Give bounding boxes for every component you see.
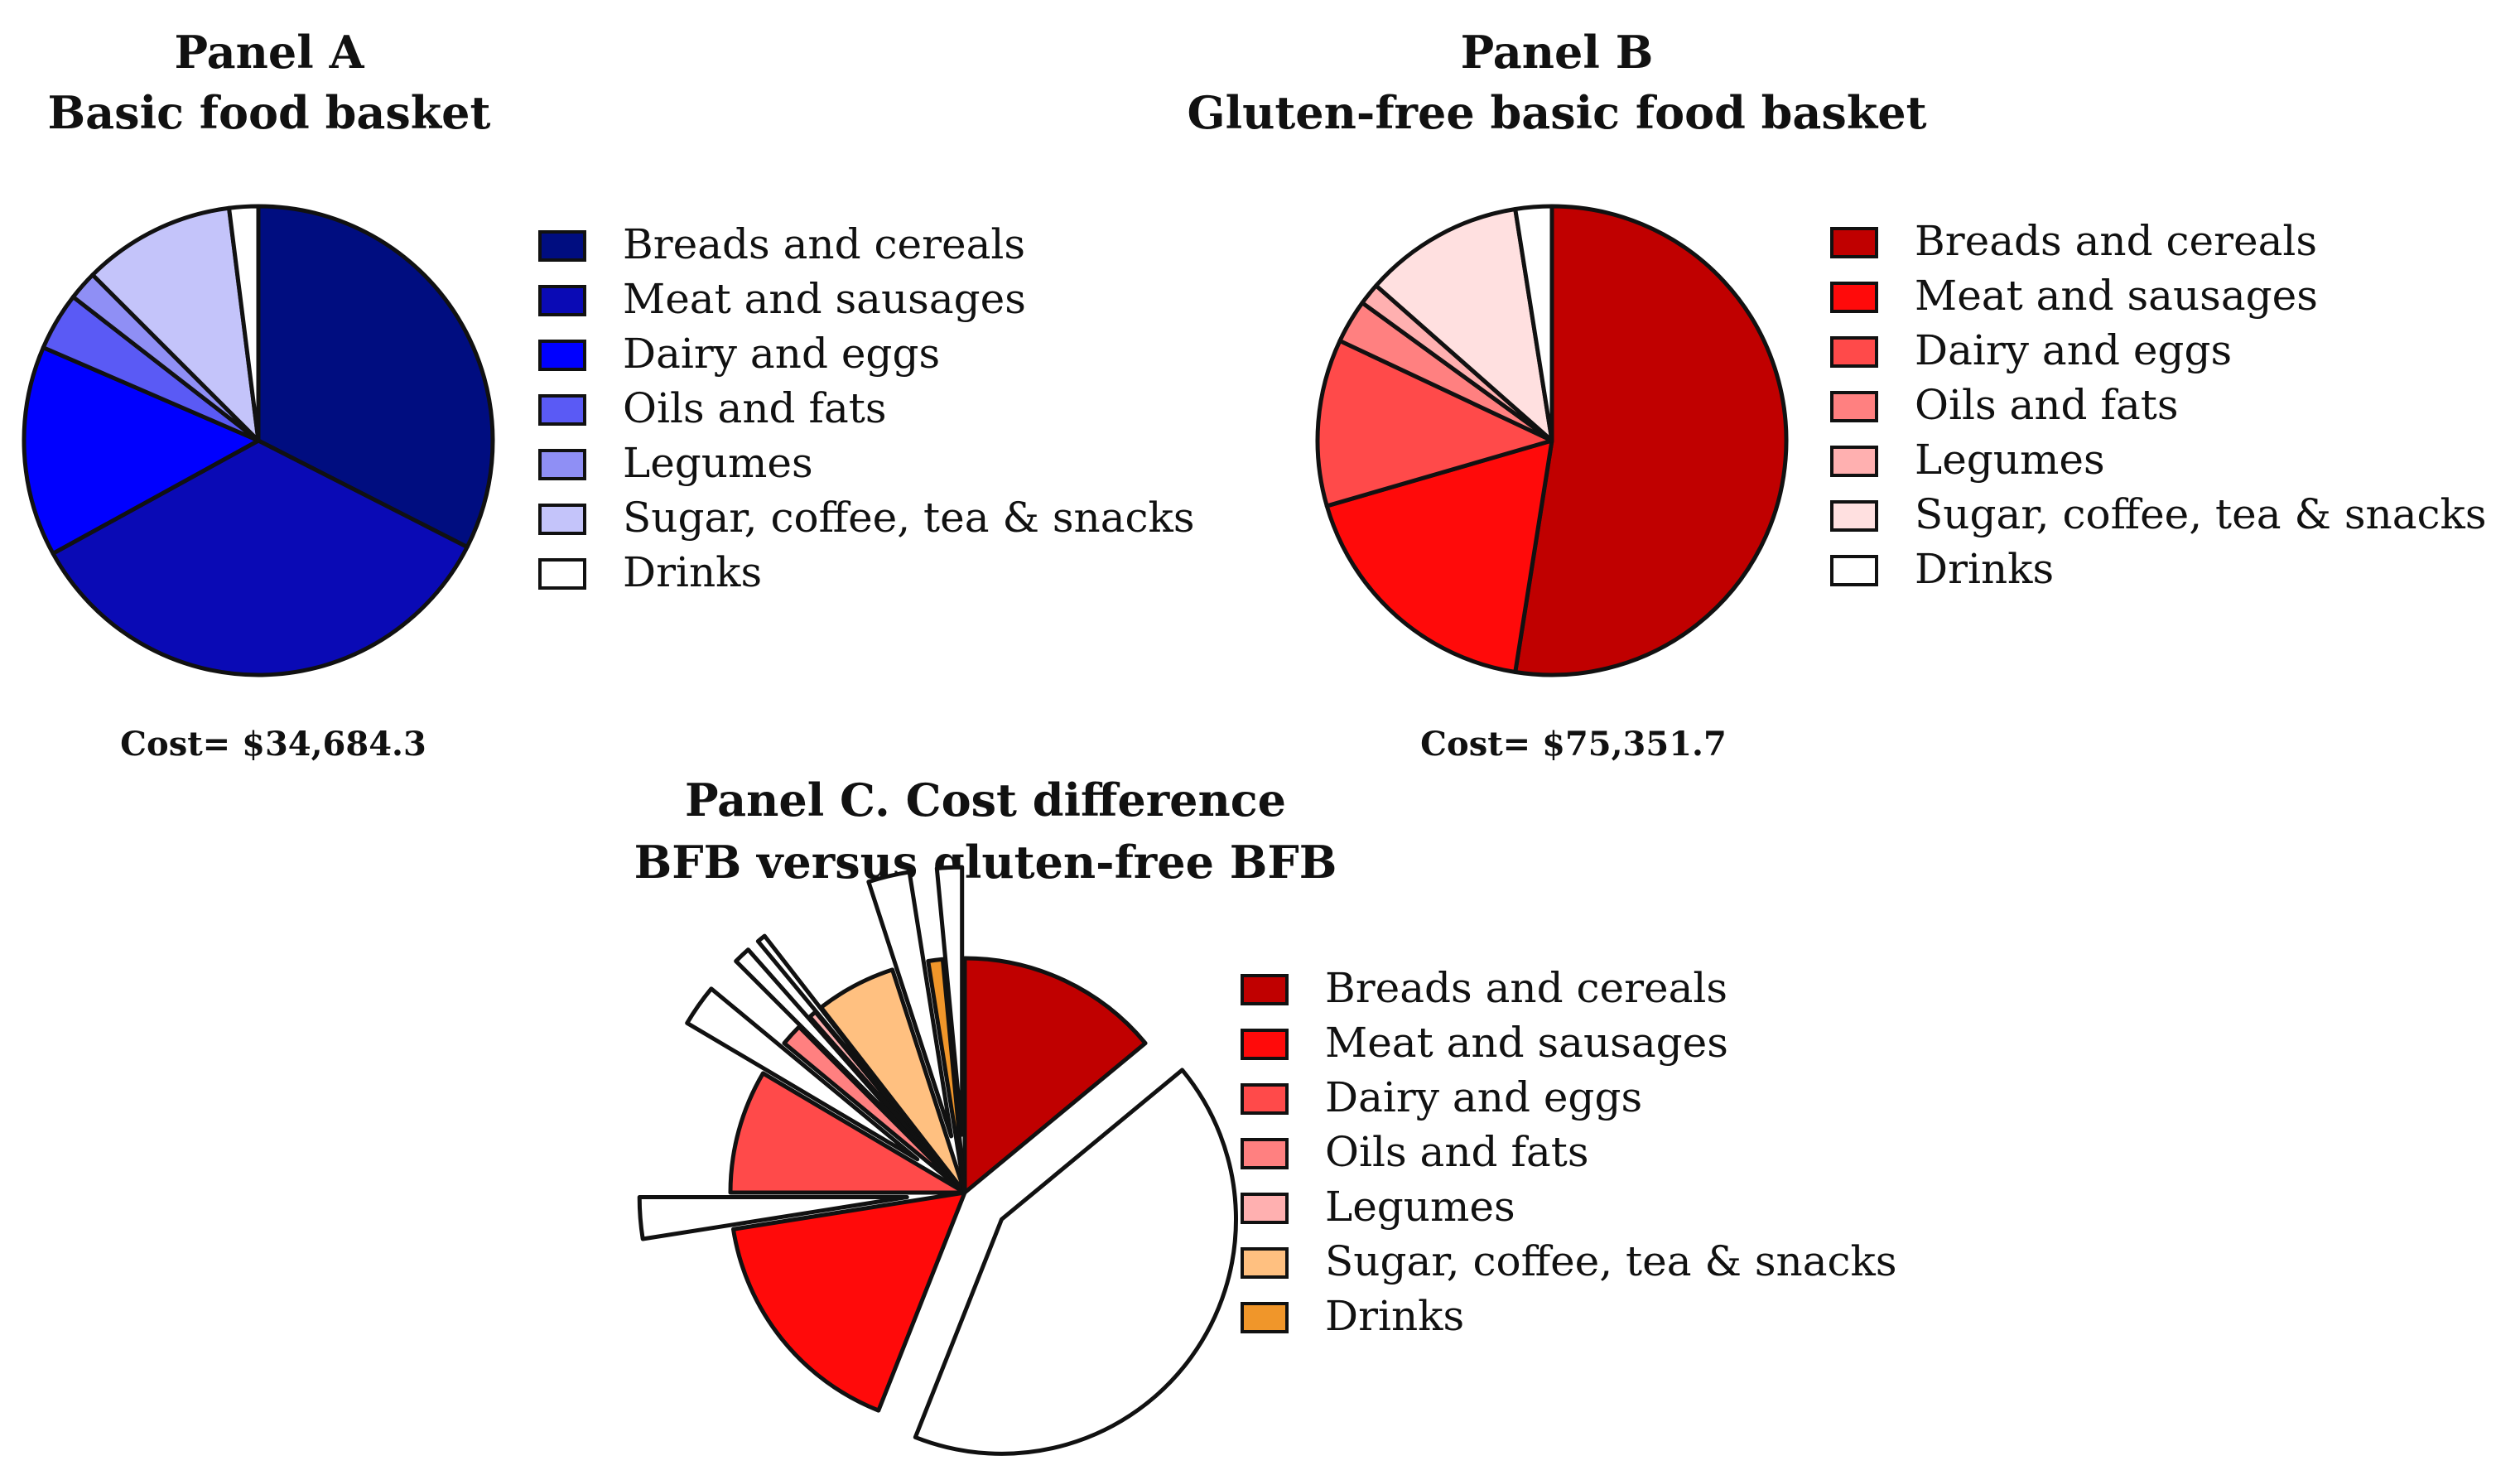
pie-slice-exploded-9 [755, 933, 931, 1150]
panel-b-legend: Breads and cereals Meat and sausages Dairy… [1830, 217, 2486, 593]
pie-slice-sugar-coffee-tea-snacks [819, 967, 967, 1195]
legend-swatch-oils-and-fats [1241, 1138, 1289, 1169]
legend-swatch-drinks [538, 558, 586, 590]
pie-slice-exploded-7 [734, 947, 928, 1153]
legend-swatch-legumes [538, 449, 586, 480]
legend-label-drinks: Drinks [1325, 1292, 1464, 1340]
pie-slice-drinks [1513, 204, 1554, 443]
legend-swatch-dairy-and-eggs [1830, 336, 1878, 368]
panel-c-title: Panel C. Cost difference [685, 774, 1286, 827]
panel-c-legend: Breads and cereals Meat and sausages Dairy… [1241, 964, 1896, 1340]
legend-label-breads-and-cereals: Breads and cereals [1915, 217, 2317, 265]
legend-swatch-dairy-and-eggs [538, 340, 586, 371]
pie-slice-breads-and-cereals [962, 956, 1148, 1195]
legend-swatch-oils-and-fats [1830, 391, 1878, 422]
panel-a: Panel A Basic food basket Breads and cer… [22, 26, 1194, 764]
pie-slice-sugar-coffee-tea-snacks [90, 205, 261, 443]
panel-c-pie [637, 865, 1238, 1456]
legend-swatch-sugar-coffee-tea-snacks [1830, 500, 1878, 532]
panel-b-cost-label: Cost= $75,351.7 [1420, 725, 1727, 764]
pie-slice-meat-and-sausages [51, 438, 470, 677]
legend-swatch-legumes [1241, 1193, 1289, 1224]
panel-a-cost-label: Cost= $34,684.3 [120, 725, 426, 764]
legend-label-meat-and-sausages: Meat and sausages [623, 275, 1026, 323]
legend-label-oils-and-fats: Oils and fats [1915, 381, 2179, 429]
panel-b: Panel B Gluten-free basic food basket Br… [1187, 26, 2486, 764]
legend-label-breads-and-cereals: Breads and cereals [623, 220, 1025, 268]
legend-label-dairy-and-eggs: Dairy and eggs [623, 330, 940, 378]
panel-b-subtitle: Gluten-free basic food basket [1187, 86, 1926, 139]
legend-swatch-breads-and-cereals [538, 230, 586, 262]
pie-slice-exploded-3 [637, 1194, 909, 1241]
pie-slice-meat-and-sausages [1324, 438, 1554, 675]
legend-label-meat-and-sausages: Meat and sausages [1325, 1019, 1728, 1067]
legend-label-dairy-and-eggs: Dairy and eggs [1325, 1073, 1642, 1121]
panel-a-title: Panel A [175, 26, 365, 79]
legend-swatch-legumes [1830, 446, 1878, 477]
panel-c: Panel C. Cost difference BFB versus glut… [634, 774, 1896, 1456]
pie-slice-dairy-and-eggs [22, 345, 261, 556]
pie-slice-exploded-5 [685, 986, 920, 1162]
legend-label-legumes: Legumes [623, 439, 813, 487]
pie-slice-exploded-1 [913, 1068, 1238, 1456]
legend-swatch-sugar-coffee-tea-snacks [1241, 1247, 1289, 1279]
legend-swatch-sugar-coffee-tea-snacks [538, 504, 586, 535]
legend-label-drinks: Drinks [623, 548, 762, 596]
legend-swatch-drinks [1830, 555, 1878, 586]
legend-swatch-breads-and-cereals [1830, 227, 1878, 258]
panel-b-title: Panel B [1461, 26, 1654, 79]
legend-label-drinks: Drinks [1915, 545, 2054, 593]
pie-slice-exploded-11 [866, 870, 954, 1139]
legend-label-meat-and-sausages: Meat and sausages [1915, 272, 2318, 320]
pie-slice-meat-and-sausages [730, 1190, 967, 1413]
legend-swatch-oils-and-fats [538, 394, 586, 426]
pie-slice-dairy-and-eggs [1315, 339, 1554, 509]
legend-swatch-meat-and-sausages [538, 285, 586, 316]
panel-a-legend: Breads and cereals Meat and sausages Dairy… [538, 220, 1194, 596]
pie-slice-drinks [227, 204, 261, 443]
panel-a-subtitle: Basic food basket [48, 86, 491, 139]
legend-label-sugar-coffee-tea-snacks: Sugar, coffee, tea & snacks [1325, 1237, 1896, 1285]
legend-label-legumes: Legumes [1915, 436, 2105, 484]
pie-slice-breads-and-cereals [256, 204, 495, 549]
legend-label-oils-and-fats: Oils and fats [623, 384, 887, 432]
panel-a-pie [22, 204, 495, 677]
legend-swatch-meat-and-sausages [1241, 1029, 1289, 1060]
legend-label-legumes: Legumes [1325, 1183, 1515, 1231]
legend-label-oils-and-fats: Oils and fats [1325, 1128, 1589, 1176]
pie-slice-sugar-coffee-tea-snacks [1374, 206, 1554, 443]
pie-slice-drinks [926, 957, 967, 1195]
panel-c-subtitle: BFB versus gluten-free BFB [634, 836, 1337, 889]
legend-label-sugar-coffee-tea-snacks: Sugar, coffee, tea & snacks [623, 494, 1194, 542]
legend-label-sugar-coffee-tea-snacks: Sugar, coffee, tea & snacks [1915, 490, 2486, 538]
pie-slice-breads-and-cereals [1513, 204, 1789, 677]
pie-slice-exploded-13 [934, 865, 965, 1137]
legend-swatch-breads-and-cereals [1241, 974, 1289, 1005]
legend-swatch-drinks [1241, 1302, 1289, 1333]
legend-label-dairy-and-eggs: Dairy and eggs [1915, 326, 2232, 374]
legend-swatch-dairy-and-eggs [1241, 1083, 1289, 1115]
legend-label-breads-and-cereals: Breads and cereals [1325, 964, 1727, 1012]
panel-b-pie [1315, 204, 1789, 677]
pie-slice-dairy-and-eggs [728, 1071, 967, 1195]
legend-swatch-meat-and-sausages [1830, 282, 1878, 313]
